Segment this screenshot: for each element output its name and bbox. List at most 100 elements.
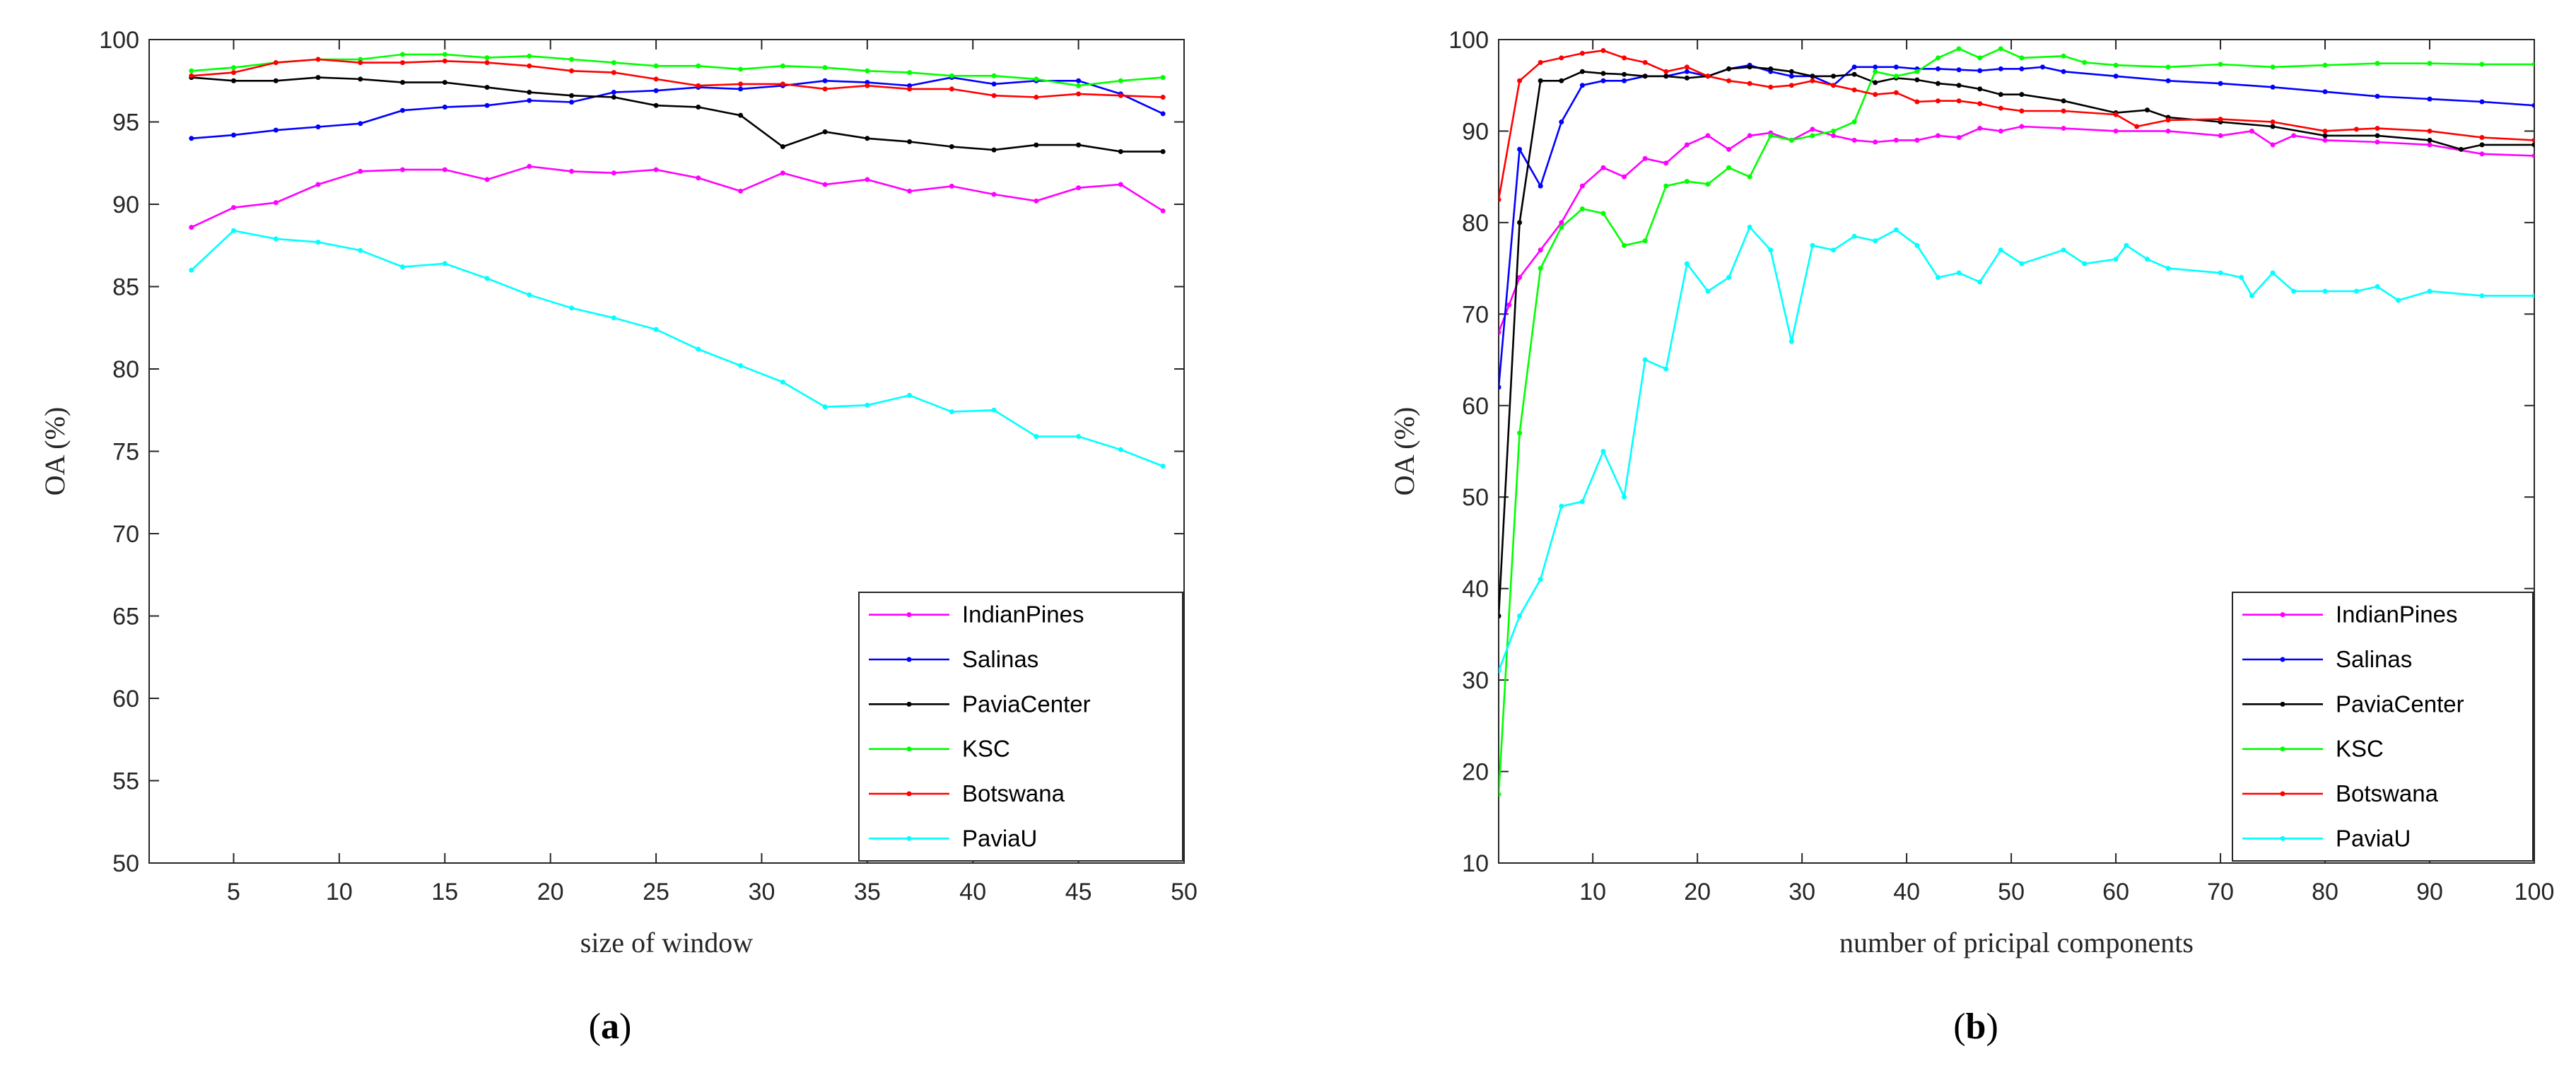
x-tick-label: 50 — [1998, 879, 2025, 905]
data-point-indianpines — [1873, 139, 1878, 145]
data-point-botswana — [2531, 137, 2534, 143]
data-point-salinas — [1538, 183, 1543, 189]
data-point-indianpines — [1076, 185, 1082, 191]
data-point-paviau — [1579, 499, 1585, 505]
data-point-paviacenter — [1851, 71, 1857, 77]
y-tick-label: 55 — [112, 768, 139, 795]
data-point-ksc — [2427, 61, 2432, 66]
data-point-salinas — [1600, 78, 1606, 83]
legend-marker-ksc — [2280, 746, 2285, 752]
data-point-botswana — [569, 68, 575, 74]
data-point-ksc — [1893, 74, 1899, 79]
data-point-botswana — [1076, 91, 1082, 97]
y-axis-label: OA (%) — [39, 407, 71, 496]
data-point-indianpines — [1998, 128, 2003, 134]
data-point-botswana — [2218, 117, 2223, 122]
data-point-salinas — [1499, 385, 1501, 390]
data-point-indianpines — [2113, 128, 2119, 134]
data-point-paviau — [2124, 242, 2129, 248]
series-line-paviacenter — [1499, 66, 2534, 616]
data-point-ksc — [1600, 211, 1606, 216]
data-point-indianpines — [1600, 165, 1606, 170]
data-point-ksc — [484, 55, 490, 61]
data-point-paviacenter — [1726, 66, 1732, 71]
data-point-indianpines — [1810, 127, 1815, 132]
data-point-paviau — [2396, 298, 2401, 303]
data-point-paviau — [2113, 257, 2119, 262]
data-point-paviacenter — [1956, 83, 1962, 88]
figure-caption: (a) — [589, 1007, 632, 1047]
data-point-paviacenter — [1873, 80, 1878, 86]
x-tick-label: 50 — [1171, 879, 1198, 905]
data-point-indianpines — [315, 182, 321, 187]
data-point-salinas — [484, 102, 490, 108]
x-axis-label: number of pricipal components — [1839, 927, 2194, 958]
data-point-indianpines — [1118, 182, 1123, 187]
data-point-botswana — [738, 81, 744, 87]
data-point-ksc — [1914, 69, 1920, 74]
chart-panel-b: 10 20 30 40 50 60 70 80 90 100 10 20 30 40 50 60 70 80 90 1… — [1388, 27, 2554, 1047]
data-point-ksc — [1160, 75, 1166, 81]
data-point-botswana — [1538, 59, 1543, 65]
data-point-paviau — [738, 363, 744, 368]
data-point-paviau — [2061, 247, 2066, 253]
data-point-paviacenter — [1076, 142, 1082, 148]
data-point-indianpines — [273, 200, 279, 206]
data-point-paviau — [991, 407, 997, 413]
x-axis-label: size of window — [580, 927, 754, 958]
data-point-paviacenter — [2375, 133, 2380, 139]
data-point-indianpines — [1579, 183, 1585, 189]
data-point-salinas — [1998, 66, 2003, 71]
data-point-botswana — [2427, 128, 2432, 134]
data-point-ksc — [2165, 64, 2171, 70]
data-point-indianpines — [442, 167, 447, 172]
data-point-paviau — [2144, 257, 2150, 262]
data-point-botswana — [1499, 197, 1501, 203]
data-point-indianpines — [1831, 133, 1837, 139]
data-point-salinas — [442, 105, 447, 110]
data-point-indianpines — [2479, 151, 2485, 157]
data-point-paviacenter — [442, 80, 447, 86]
data-point-botswana — [1768, 84, 1774, 90]
data-point-paviacenter — [738, 112, 744, 118]
legend-marker-paviacenter — [906, 701, 912, 707]
data-point-indianpines — [2249, 128, 2254, 134]
data-point-paviau — [2479, 293, 2485, 298]
data-point-paviacenter — [358, 76, 363, 82]
data-point-paviacenter — [2479, 142, 2485, 148]
data-point-ksc — [1579, 206, 1585, 211]
data-point-salinas — [2019, 66, 2025, 71]
data-point-ksc — [527, 53, 532, 59]
y-tick-label: 80 — [1462, 210, 1489, 237]
data-point-botswana — [1517, 78, 1523, 83]
data-point-paviacenter — [1622, 71, 1627, 77]
x-tick-label: 45 — [1065, 879, 1092, 905]
x-tick-label: 20 — [1684, 879, 1711, 905]
data-point-salinas — [2531, 102, 2534, 108]
data-point-botswana — [484, 60, 490, 66]
data-point-paviacenter — [2019, 92, 2025, 98]
data-point-indianpines — [865, 177, 870, 182]
data-point-botswana — [1642, 59, 1648, 65]
data-point-botswana — [1914, 99, 1920, 105]
data-point-paviau — [1705, 288, 1711, 294]
data-point-paviacenter — [2458, 146, 2464, 152]
x-tick-label: 90 — [2416, 879, 2443, 905]
data-point-paviau — [822, 404, 828, 410]
legend-marker-indianpines — [2280, 612, 2285, 618]
data-point-indianpines — [1517, 275, 1523, 281]
data-point-paviau — [865, 402, 870, 408]
legend-marker-indianpines — [906, 612, 912, 618]
data-point-botswana — [1034, 95, 1039, 100]
series-line-botswana — [1499, 49, 2534, 200]
data-point-indianpines — [400, 167, 406, 172]
data-point-salinas — [2427, 96, 2432, 102]
data-point-paviau — [1600, 449, 1606, 454]
data-point-ksc — [1977, 55, 1983, 61]
data-point-paviacenter — [696, 105, 701, 110]
data-point-indianpines — [569, 168, 575, 174]
y-tick-label: 50 — [1462, 484, 1489, 511]
data-point-botswana — [1788, 83, 1794, 88]
data-point-salinas — [2375, 93, 2380, 99]
legend-label-salinas: Salinas — [962, 646, 1038, 672]
